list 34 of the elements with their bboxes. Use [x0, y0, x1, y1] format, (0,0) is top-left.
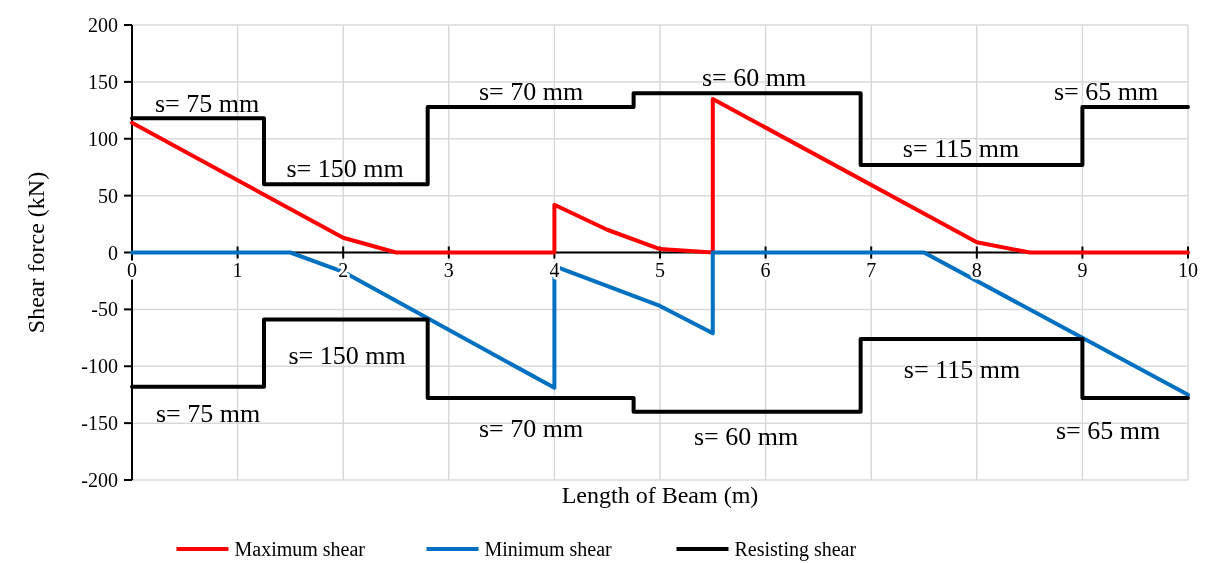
y-tick-label: 100	[88, 127, 118, 150]
annotation: s= 65 mm	[1053, 77, 1159, 107]
annotation: s= 115 mm	[902, 134, 1020, 164]
y-tick-label: -150	[81, 412, 118, 435]
legend-label: Maximum shear	[234, 538, 366, 560]
annotation: s= 75 mm	[155, 399, 261, 429]
x-tick-label: 9	[1077, 258, 1088, 281]
x-tick-label: 10	[1178, 258, 1198, 281]
y-tick-label: 50	[98, 184, 118, 207]
x-tick-label: 6	[760, 258, 771, 281]
x-axis-title: Length of Beam (m)	[561, 482, 759, 508]
annotation: s= 150 mm	[286, 154, 404, 184]
x-tick-label: 3	[443, 258, 454, 281]
y-tick-label: 0	[108, 241, 118, 264]
y-tick-label: 200	[88, 14, 118, 36]
annotation: s= 60 mm	[693, 422, 799, 452]
x-tick-label: 8	[971, 258, 982, 281]
annotation: s= 70 mm	[478, 77, 584, 107]
annotation: s= 115 mm	[903, 355, 1021, 385]
x-tick-label: 5	[655, 258, 665, 281]
annotation: s= 60 mm	[701, 63, 807, 93]
legend-label: Resisting shear	[734, 538, 857, 561]
annotation: s= 75 mm	[154, 89, 260, 119]
legend-label: Minimum shear	[484, 538, 613, 560]
y-tick-label: -200	[81, 469, 118, 491]
y-tick-label: -100	[81, 355, 118, 378]
y-tick-label: 150	[88, 70, 118, 93]
x-tick-label: 1	[232, 258, 243, 281]
annotation: s= 65 mm	[1055, 416, 1161, 446]
x-tick-label: 7	[866, 258, 877, 281]
annotation: s= 70 mm	[478, 414, 584, 444]
y-tick-label: -50	[91, 298, 118, 321]
y-axis-title: Shear force (kN)	[23, 171, 49, 334]
annotation: s= 150 mm	[288, 341, 406, 371]
